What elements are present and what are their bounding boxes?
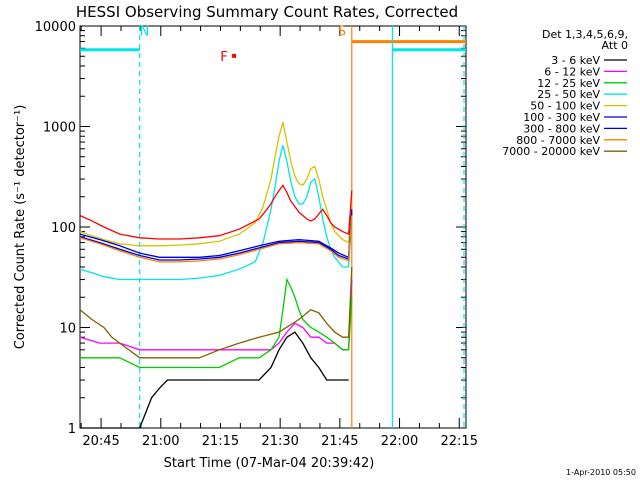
legend-label: 100 - 300 keV: [523, 111, 600, 124]
x-tick-label: 21:45: [321, 434, 358, 449]
chart-title: HESSI Observing Summary Count Rates, Cor…: [76, 3, 458, 21]
legend-label: 50 - 100 keV: [530, 100, 600, 113]
y-axis-label: Corrected Count Rate (s⁻¹ detector⁻¹): [13, 105, 28, 350]
series-line-5: [79, 209, 353, 259]
legend-title-line: Att 0: [602, 39, 628, 52]
annotation-label: F: [220, 50, 227, 65]
x-tick-label: 21:15: [202, 434, 239, 449]
legend-label: 800 - 7000 keV: [516, 134, 600, 147]
flare-marker: [232, 53, 237, 58]
series-line-8: [79, 266, 353, 359]
x-tick-label: 21:00: [142, 434, 179, 449]
annotation-label: N: [140, 25, 150, 40]
footer-timestamp: 1-Apr-2010 05:50: [566, 468, 636, 477]
x-tick-label: 22:00: [381, 434, 418, 449]
legend-label: 7000 - 20000 keV: [502, 145, 600, 158]
legend-label: 3 - 6 keV: [551, 54, 600, 67]
y-tick-label: 100: [51, 221, 76, 236]
legend-label: 300 - 800 keV: [523, 122, 600, 135]
x-tick-label: 22:15: [441, 434, 478, 449]
y-tick-label: 10000: [35, 20, 76, 35]
plot-frame: [79, 25, 467, 429]
series-line-1: [79, 279, 353, 351]
series-line-2: [80, 277, 353, 369]
x-axis-label: Start Time (07-Mar-04 20:39:42): [164, 456, 375, 471]
legend-label: 12 - 25 keV: [537, 77, 600, 90]
series-line-9: [79, 184, 353, 240]
legend-title-line: Det 1,3,4,5,6,9,: [542, 28, 628, 41]
annotation-label: S: [338, 25, 346, 40]
series-line-6: [79, 212, 353, 261]
series-line-3: [79, 145, 353, 281]
axes: 20:45 21:00 21:15 21:30 21:45 22:00 22:15 1 10 10…: [35, 20, 478, 449]
series-line-4: [79, 122, 353, 247]
x-tick-label: 21:30: [261, 434, 298, 449]
y-tick-label: 1000: [43, 121, 76, 136]
y-tick-label: 10: [59, 322, 76, 337]
legend-title: Det 1,3,4,5,6,9,Att 0: [542, 28, 628, 52]
series-line-0: [80, 331, 349, 429]
x-tick-label: 20:45: [82, 434, 119, 449]
legend-label: 6 - 12 keV: [544, 65, 600, 78]
series-line-7: [79, 215, 353, 263]
legend-label: 25 - 50 keV: [537, 88, 600, 101]
plot-content: N S F: [79, 25, 466, 429]
y-tick-label: 1: [68, 422, 76, 437]
